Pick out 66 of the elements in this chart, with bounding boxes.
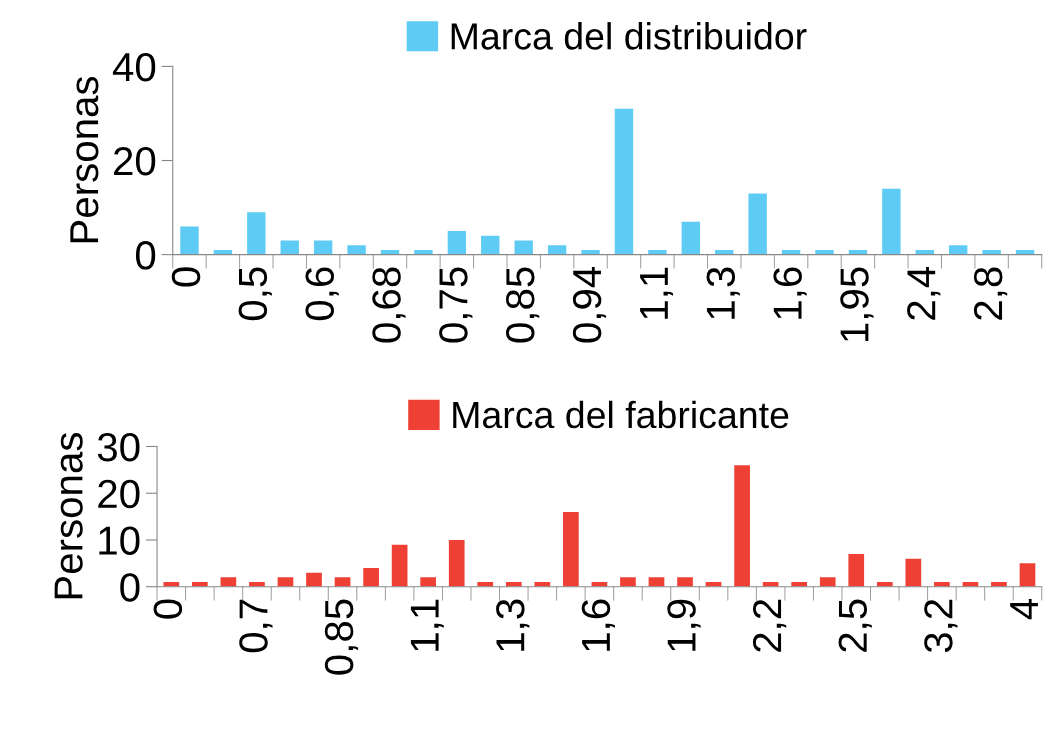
x-tick-label: 2,5 (838, 599, 872, 652)
x-tick-label: 0,75 (439, 267, 473, 343)
bar (448, 539, 465, 587)
bar (848, 553, 865, 587)
bar (1019, 563, 1036, 587)
bar (347, 245, 366, 255)
y-tick-label: 10 (99, 526, 140, 555)
y-tick-label: 20 (114, 146, 156, 176)
bar (748, 193, 767, 255)
legend-label: Marca del distribuidor (451, 22, 807, 50)
y-tick-label: 0 (135, 241, 156, 270)
bar (905, 558, 922, 587)
bar (363, 568, 379, 587)
y-axis-title: Personas (70, 76, 99, 243)
x-tick-label: 2,2 (752, 599, 787, 652)
y-tick-label: 30 (97, 432, 140, 462)
x-tick-label: 0,7 (239, 599, 273, 653)
x-tick-label: 1,6 (581, 599, 615, 651)
x-tick-label: 0,94 (572, 266, 607, 343)
y-tick-label: 40 (112, 52, 156, 82)
y-tick-label: 0 (120, 573, 140, 602)
bar (220, 577, 237, 587)
bar (247, 212, 266, 255)
x-tick-label: 1,1 (410, 599, 444, 651)
bar (180, 226, 199, 255)
bar (313, 240, 333, 255)
x-tick-label: 0,5 (238, 267, 272, 321)
x-tick-label: 0,6 (305, 267, 339, 321)
bar (547, 245, 567, 255)
bar (648, 577, 665, 587)
x-tick-label: 0,85 (505, 267, 540, 343)
bar (563, 511, 579, 587)
x-tick-label: 1,3 (496, 599, 530, 651)
x-tick-label: 0,68 (372, 267, 406, 343)
bar (819, 577, 836, 587)
bar (882, 188, 901, 255)
bar (277, 577, 294, 587)
legend-label: Marca del fabricante (453, 400, 789, 429)
x-tick-label: 4 (1010, 599, 1038, 620)
bar (677, 577, 693, 587)
bar (306, 572, 322, 587)
bar (391, 544, 408, 587)
bar (620, 577, 636, 587)
x-tick-label: 0 (171, 267, 201, 287)
x-tick-label: 1,1 (640, 267, 673, 319)
x-tick-label: 1,95 (840, 267, 874, 342)
bar (481, 235, 500, 255)
x-tick-label: 1,9 (667, 599, 701, 651)
bar (949, 245, 968, 255)
x-tick-label: 1,3 (706, 267, 740, 319)
x-tick-label: 3,2 (924, 599, 958, 653)
bar (681, 221, 701, 255)
y-axis-title: Personas (54, 432, 83, 599)
y-tick-label: 20 (98, 479, 140, 509)
bar (447, 231, 467, 255)
bar (734, 465, 750, 587)
x-tick-label: 1,6 (773, 267, 807, 319)
x-tick-label: 2,4 (907, 266, 941, 320)
x-tick-label: 0,85 (324, 599, 359, 675)
bar (280, 240, 299, 255)
bar (420, 577, 437, 587)
bar (514, 240, 533, 255)
bar (614, 108, 634, 255)
x-tick-label: 0 (153, 599, 183, 619)
x-tick-label: 2,8 (973, 267, 1008, 320)
bar (334, 577, 351, 587)
